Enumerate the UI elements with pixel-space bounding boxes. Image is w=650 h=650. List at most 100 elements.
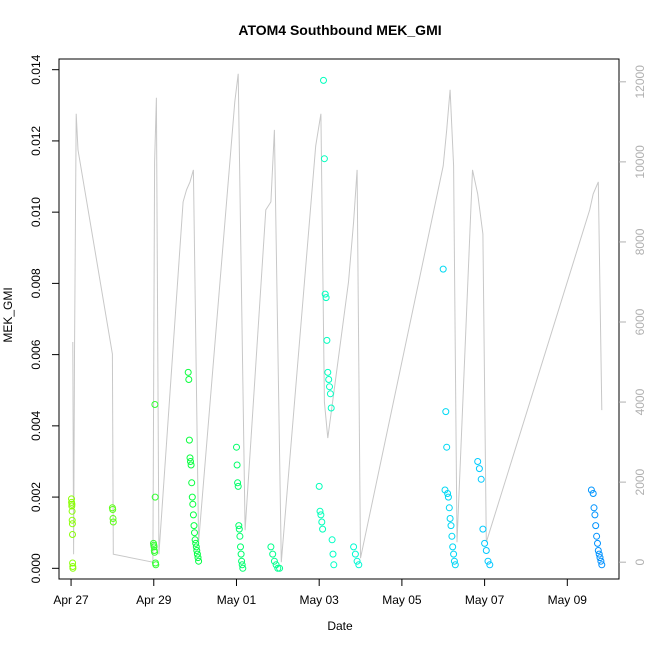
- data-point: [109, 506, 117, 513]
- data-point: [449, 543, 457, 551]
- data-point: [350, 543, 358, 551]
- x-tick-label: May 09: [548, 593, 588, 607]
- data-point: [315, 482, 323, 490]
- data-point: [237, 543, 244, 551]
- data-point: [189, 511, 197, 519]
- data-point: [598, 561, 606, 569]
- data-point: [68, 507, 76, 515]
- data-point: [446, 515, 454, 522]
- data-point: [68, 516, 76, 524]
- y-left-tick-label: 0.012: [29, 126, 43, 156]
- data-point: [445, 504, 453, 512]
- data-point: [589, 490, 597, 497]
- data-point: [474, 458, 482, 465]
- data-point: [152, 561, 160, 569]
- data-point: [329, 550, 337, 558]
- data-point: [192, 539, 200, 547]
- data-point: [109, 518, 117, 526]
- data-point: [439, 265, 447, 273]
- data-point: [151, 493, 159, 501]
- data-point: [322, 294, 330, 302]
- data-point: [109, 515, 117, 522]
- data-point: [594, 539, 601, 547]
- data-point: [234, 482, 242, 490]
- data-point: [233, 461, 241, 469]
- data-point: [267, 543, 275, 551]
- data-point: [318, 518, 326, 526]
- y-left-tick-label: 0.008: [29, 268, 43, 298]
- x-tick-label: May 07: [465, 593, 505, 607]
- data-point: [447, 522, 455, 530]
- data-point: [190, 522, 198, 530]
- data-point: [593, 532, 601, 540]
- x-axis: Apr 27 Apr 29 May 01 May 03 May 05 May 07 May …: [53, 579, 587, 607]
- data-point: [590, 504, 598, 512]
- data-point: [150, 543, 158, 551]
- data-point: [193, 550, 201, 558]
- y-right-tick-label: 8000: [633, 228, 647, 255]
- data-point: [151, 401, 159, 408]
- data-point: [484, 557, 492, 565]
- y-right-tick-label: 2000: [633, 468, 647, 495]
- data-point: [238, 561, 246, 569]
- data-point: [186, 454, 194, 462]
- x-tick-label: May 05: [382, 593, 422, 607]
- data-point: [68, 520, 76, 528]
- data-point: [475, 465, 483, 473]
- data-point: [233, 443, 240, 451]
- mek-gmi-points: [68, 76, 606, 572]
- data-point: [69, 559, 77, 567]
- data-point: [236, 532, 244, 540]
- y-axis-label: MEK_GMI: [1, 287, 15, 342]
- data-point: [185, 376, 193, 383]
- data-point: [594, 547, 602, 554]
- data-point: [592, 522, 600, 530]
- y-left-tick-label: 0.006: [29, 339, 43, 369]
- data-point: [319, 525, 327, 533]
- y-right-tick-label: 10000: [633, 145, 647, 179]
- data-point: [448, 532, 456, 540]
- data-point: [451, 561, 459, 569]
- y-axis-right: 0 2000 4000 6000 8000 10000 12000: [619, 65, 647, 566]
- y-axis-left: 0.000 0.002 0.004 0.006 0.008 0.010 0.012 0.014: [29, 54, 59, 583]
- data-point: [320, 155, 328, 163]
- y-left-tick-label: 0.000: [29, 553, 43, 583]
- x-axis-label: Date: [327, 619, 353, 633]
- data-point: [351, 550, 359, 558]
- y-right-tick-label: 12000: [633, 65, 647, 99]
- data-point: [486, 561, 494, 569]
- data-point: [192, 543, 200, 551]
- data-point: [328, 536, 336, 544]
- x-tick-label: Apr 29: [136, 593, 172, 607]
- data-point: [189, 500, 197, 508]
- y-left-tick-label: 0.010: [29, 197, 43, 227]
- data-point: [326, 390, 334, 398]
- data-point: [191, 529, 198, 537]
- data-point: [323, 336, 331, 344]
- data-point: [595, 550, 603, 558]
- data-point: [326, 383, 333, 391]
- data-point: [321, 290, 329, 298]
- data-point: [597, 557, 605, 565]
- data-point: [316, 507, 324, 515]
- data-point: [330, 561, 338, 569]
- altitude-series: [72, 73, 603, 563]
- data-point: [355, 561, 363, 569]
- data-point: [596, 554, 604, 562]
- data-point: [450, 550, 458, 558]
- data-point: [444, 490, 452, 497]
- data-point: [235, 525, 243, 533]
- data-point: [481, 539, 489, 547]
- data-point: [327, 404, 335, 412]
- data-point: [587, 486, 595, 494]
- data-point: [239, 564, 247, 572]
- data-point: [353, 557, 361, 565]
- data-point: [443, 443, 451, 451]
- data-point: [325, 376, 333, 383]
- data-point: [317, 511, 325, 519]
- y-left-tick-label: 0.004: [29, 411, 43, 441]
- data-point: [270, 557, 278, 565]
- data-point: [237, 550, 245, 558]
- data-point: [477, 475, 485, 483]
